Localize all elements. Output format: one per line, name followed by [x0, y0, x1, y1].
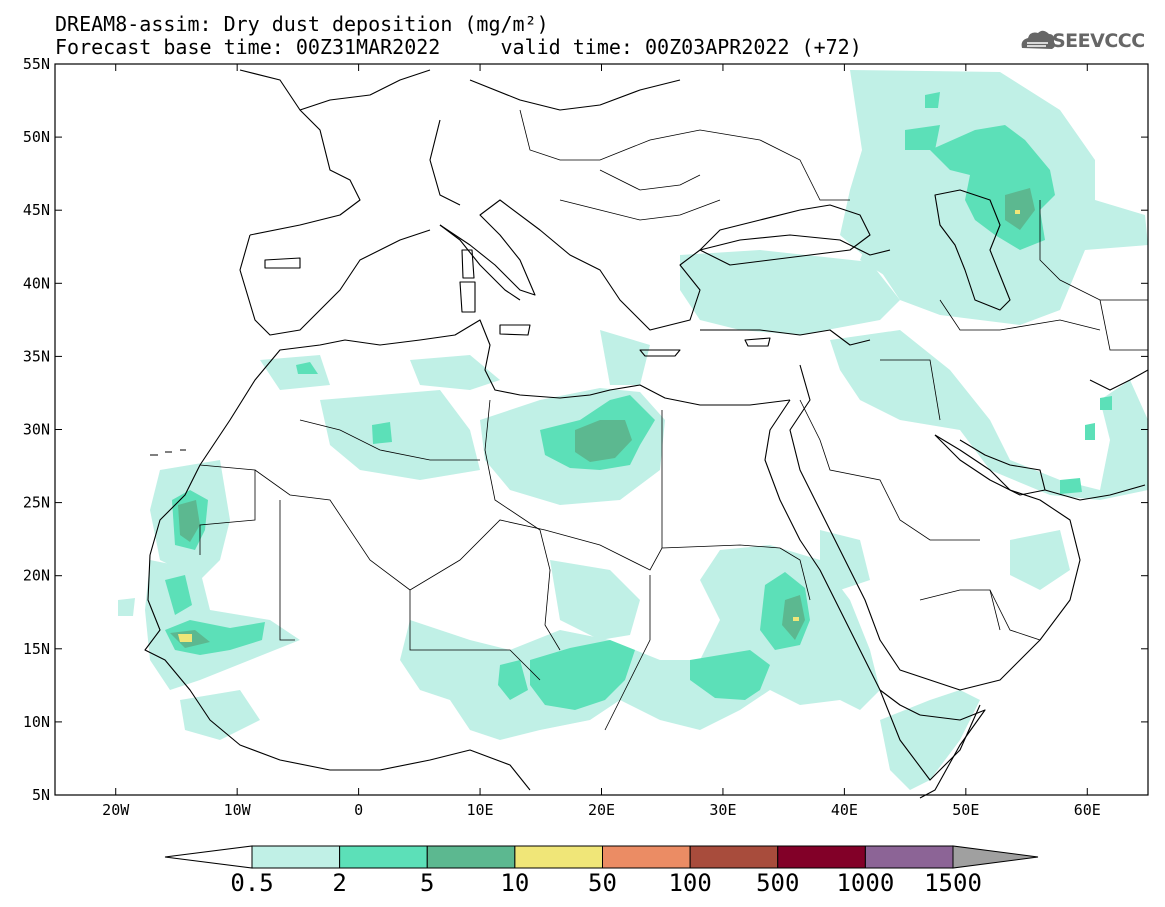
- colorbar-swatch: [864, 845, 954, 869]
- colorbar-swatch: [339, 845, 428, 869]
- colorbar-swatch: [426, 845, 516, 869]
- colorbar-swatch: [514, 845, 603, 869]
- colorbar-swatch: [602, 845, 691, 869]
- colorbar-high-arrow: [952, 845, 1039, 869]
- lat-label: 55N: [23, 55, 50, 73]
- colorbar-tick-label: 1500: [924, 869, 982, 897]
- colorbar-tick-label: 5: [420, 869, 434, 897]
- lon-label: 20W: [102, 801, 130, 819]
- colorbar-tick-label: 0.5: [230, 869, 273, 897]
- coastline-layer: [144, 69, 1149, 799]
- lat-label: 40N: [23, 274, 50, 292]
- colorbar-swatch: [689, 845, 779, 869]
- colorbar-low-arrow: [164, 845, 253, 869]
- lon-label: 0: [354, 801, 363, 819]
- colorbar-tick-label: 50: [588, 869, 617, 897]
- border-layer: [199, 109, 1148, 731]
- lon-label: 10W: [224, 801, 252, 819]
- latitude-axis: 55N 50N 45N 40N 35N 30N 25N 20N 15N 10N 5N: [23, 55, 1148, 804]
- dust-field-layer: [118, 70, 1148, 790]
- lat-label: 20N: [23, 567, 50, 585]
- colorbar-swatch: [251, 845, 341, 869]
- colorbar-tick-label: 100: [668, 869, 711, 897]
- lon-label: 20E: [588, 801, 615, 819]
- colorbar-tick-label: 500: [756, 869, 799, 897]
- lat-label: 35N: [23, 347, 50, 365]
- lat-label: 45N: [23, 201, 50, 219]
- lon-label: 30E: [709, 801, 736, 819]
- lat-label: 30N: [23, 421, 50, 439]
- cloud-icon: [1021, 30, 1056, 49]
- logo-text: SEEVCCC: [1052, 30, 1145, 52]
- lat-label: 5N: [32, 786, 50, 804]
- lat-label: 15N: [23, 640, 50, 658]
- map-title: DREAM8-assim: Dry dust deposition (mg/m²…: [55, 12, 549, 36]
- lat-label: 50N: [23, 128, 50, 146]
- forecast-times: Forecast base time: 00Z31MAR2022 valid t…: [55, 35, 862, 59]
- lon-label: 10E: [467, 801, 494, 819]
- lon-label: 60E: [1074, 801, 1101, 819]
- colorbar: 0.5 2 5 10 50 100 500 1000 1500: [164, 845, 1039, 897]
- colorbar-tick-label: 10: [500, 869, 529, 897]
- lat-label: 25N: [23, 494, 50, 512]
- lat-label: 10N: [23, 713, 50, 731]
- colorbar-tick-label: 1000: [836, 869, 894, 897]
- colorbar-swatch: [777, 845, 866, 869]
- colorbar-tick-label: 2: [332, 869, 346, 897]
- lon-label: 40E: [831, 801, 858, 819]
- lon-label: 50E: [952, 801, 979, 819]
- longitude-axis: 20W 10W 0 10E 20E 30E 40E 50E 60E: [102, 64, 1101, 819]
